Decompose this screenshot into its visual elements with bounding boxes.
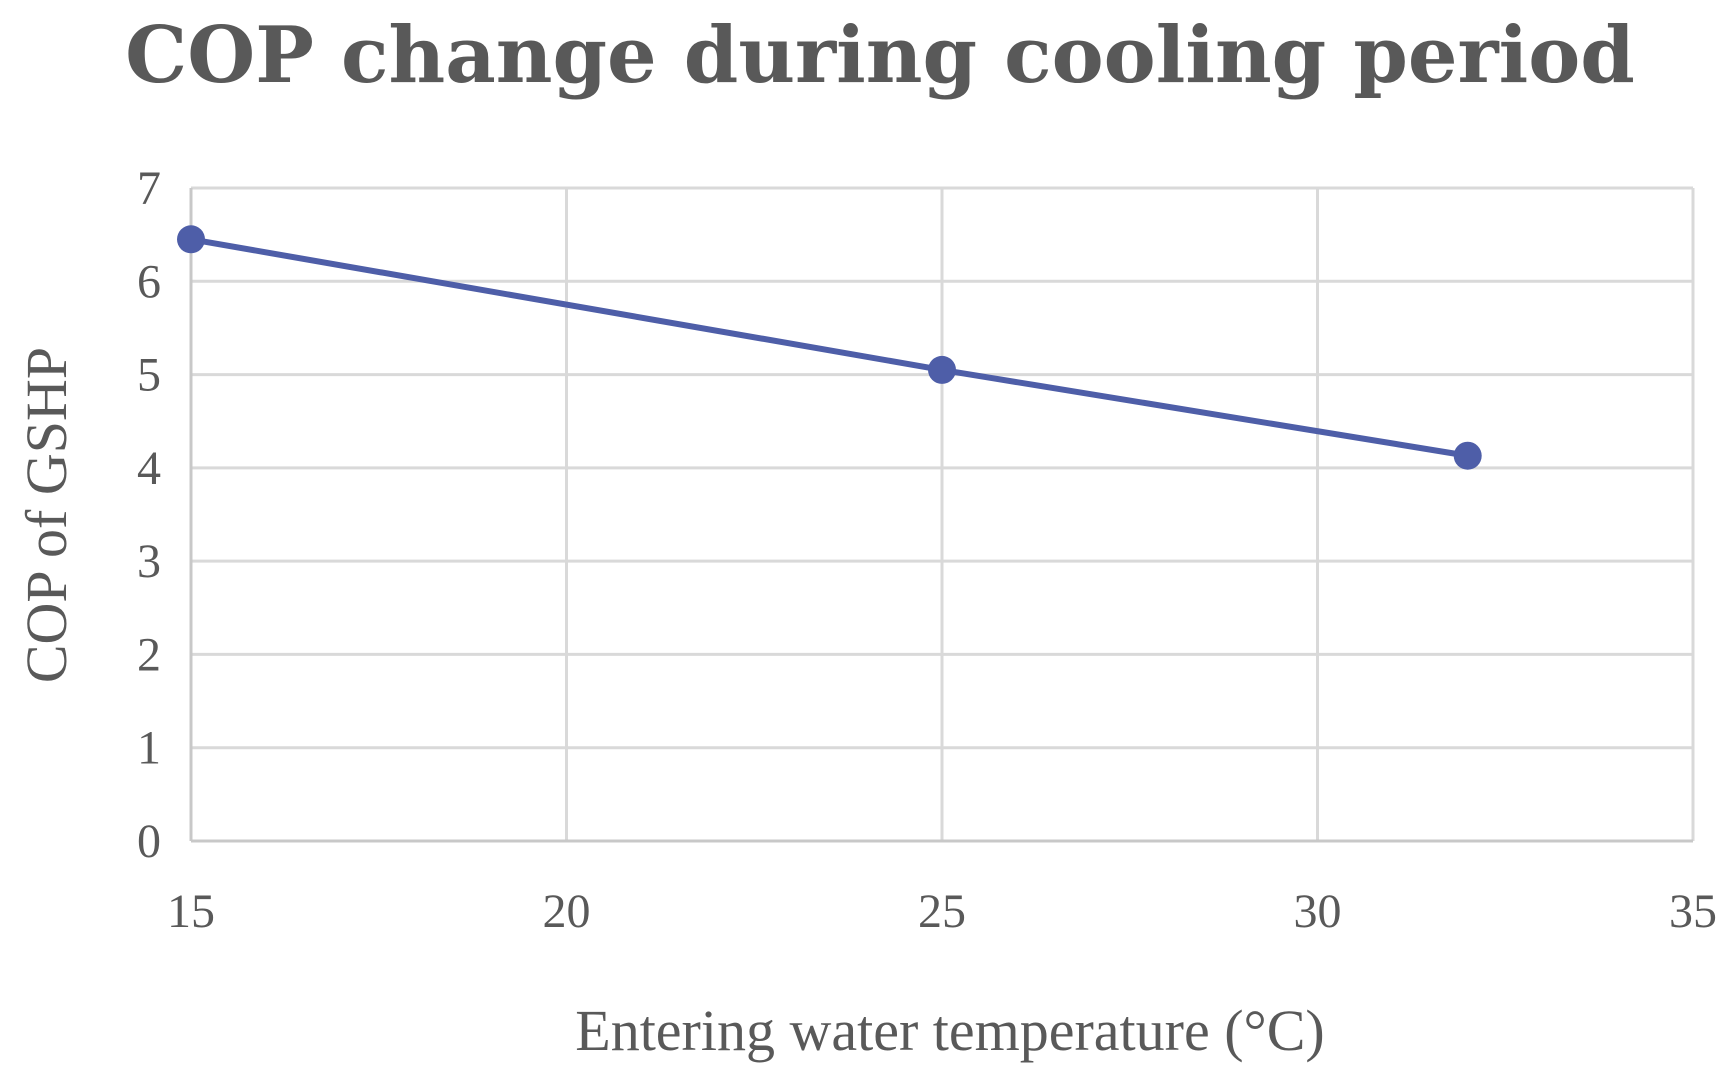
data-point	[928, 355, 956, 384]
y-tick-label: 3	[137, 535, 161, 588]
series	[177, 225, 1482, 470]
y-tick-label: 7	[137, 162, 161, 215]
x-tick-label: 20	[543, 885, 591, 938]
series-line	[190, 236, 1469, 459]
plot-area: 0 1 2 3 4 5 6 7 15 20 25 30 35	[137, 162, 1717, 938]
x-tick-label: 25	[918, 885, 966, 938]
y-tick-label: 6	[137, 255, 161, 308]
x-axis-label: Entering water temperature (°C)	[575, 998, 1324, 1063]
tick-labels: 0 1 2 3 4 5 6 7 15 20 25 30 35	[137, 162, 1717, 938]
axes	[189, 188, 1693, 843]
y-tick-label: 2	[137, 628, 161, 681]
y-tick-label: 4	[137, 442, 161, 495]
x-tick-label: 35	[1669, 885, 1717, 938]
grid	[191, 186, 1695, 841]
x-tick-label: 15	[167, 885, 215, 938]
y-tick-label: 0	[137, 815, 161, 868]
x-tick-label: 30	[1294, 885, 1342, 938]
data-point	[177, 225, 205, 254]
chart-title: COP change during cooling period	[125, 10, 1635, 101]
y-tick-label: 1	[137, 722, 161, 775]
y-tick-label: 5	[137, 349, 161, 402]
data-point	[1453, 441, 1482, 470]
y-axis-label: COP of GSHP	[14, 347, 79, 683]
